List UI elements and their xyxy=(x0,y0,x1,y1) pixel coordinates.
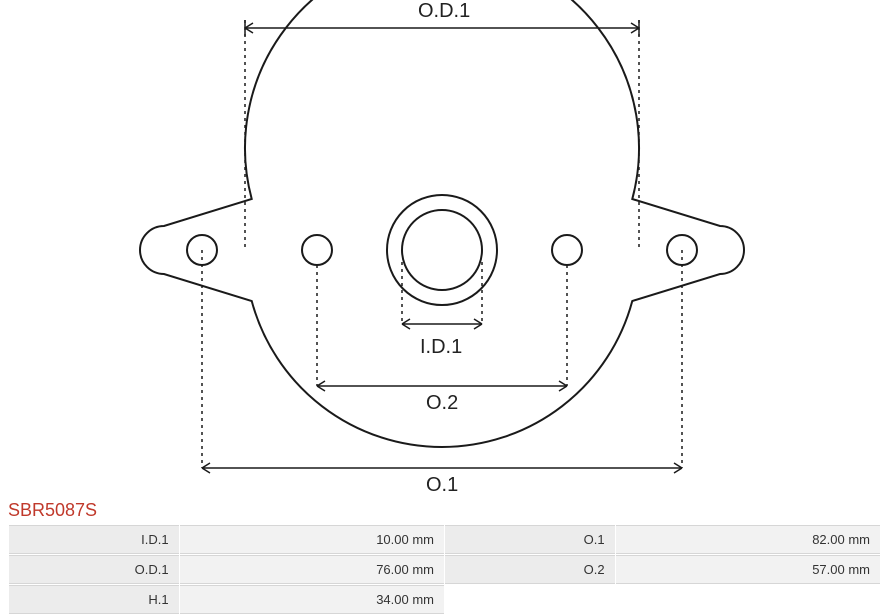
part-number: SBR5087S xyxy=(8,500,97,521)
diagram-svg xyxy=(0,0,889,500)
spec-value: 82.00 mm xyxy=(616,525,880,554)
spec-label: I.D.1 xyxy=(9,525,179,554)
label-id1: I.D.1 xyxy=(420,336,462,359)
table-row: I.D.1 10.00 mm O.1 82.00 mm xyxy=(9,525,880,554)
table-row: H.1 34.00 mm xyxy=(9,585,880,614)
label-o1: O.1 xyxy=(426,474,458,497)
spec-table: I.D.1 10.00 mm O.1 82.00 mm O.D.1 76.00 … xyxy=(8,524,881,615)
spec-value: 76.00 mm xyxy=(180,555,444,584)
spec-label: O.D.1 xyxy=(9,555,179,584)
spec-value: 34.00 mm xyxy=(180,585,444,614)
table-row: O.D.1 76.00 mm O.2 57.00 mm xyxy=(9,555,880,584)
label-o2: O.2 xyxy=(426,392,458,415)
spec-label: H.1 xyxy=(9,585,179,614)
spec-label: O.1 xyxy=(445,525,615,554)
spec-value: 10.00 mm xyxy=(180,525,444,554)
spec-value: 57.00 mm xyxy=(616,555,880,584)
label-od1: O.D.1 xyxy=(418,0,470,23)
technical-diagram: O.D.1 I.D.1 O.2 O.1 xyxy=(0,0,889,500)
spec-label: O.2 xyxy=(445,555,615,584)
